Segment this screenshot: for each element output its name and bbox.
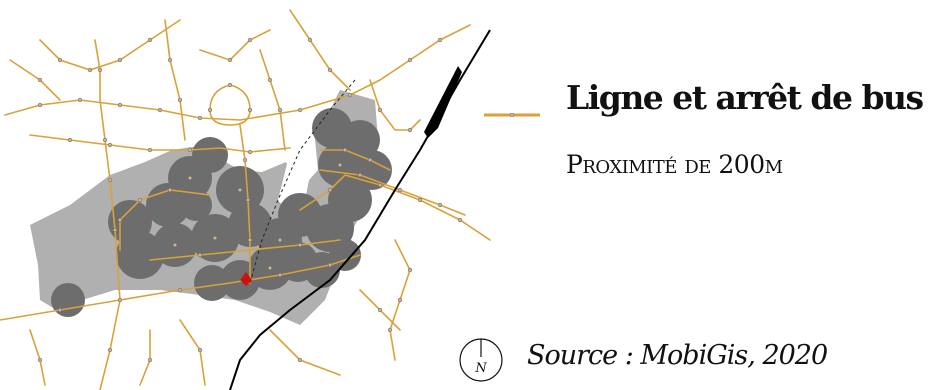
north-arrow-icon: N [459, 338, 503, 382]
railway-station [424, 66, 462, 138]
bus-stops [37, 37, 463, 363]
dashed-path [249, 79, 356, 284]
bus-line-legend-icon [484, 113, 540, 117]
north-letter: N [474, 361, 487, 376]
legend-proximity-label: Proximité de 200m [566, 150, 783, 179]
source-credit: Source : MobiGis, 2020 [527, 340, 828, 371]
highlight-stop [240, 272, 252, 286]
legend-bus-line-label: Ligne et arrêt de bus [566, 78, 924, 117]
